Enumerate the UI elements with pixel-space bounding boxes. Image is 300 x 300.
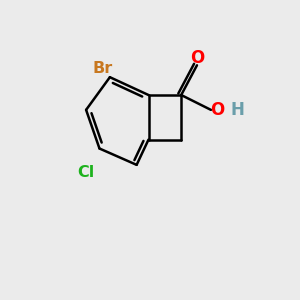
Text: Br: Br [92,61,112,76]
Text: O: O [210,101,225,119]
Text: Cl: Cl [77,165,95,180]
Text: O: O [190,49,204,67]
Text: H: H [231,101,244,119]
